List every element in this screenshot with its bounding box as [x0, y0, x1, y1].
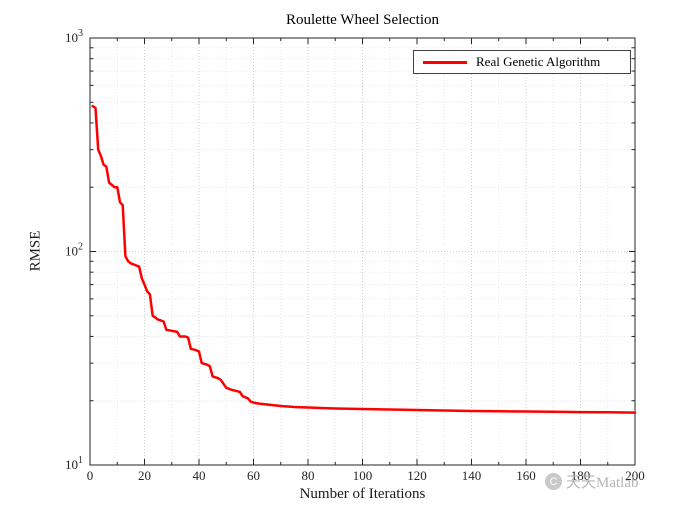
- watermark-logo-icon: C: [545, 473, 562, 490]
- svg-text:103: 103: [65, 28, 83, 45]
- svg-text:0: 0: [87, 468, 94, 483]
- x-tick-labels: 0 20 40 60 80 100 120 140 160 180 200: [87, 468, 645, 483]
- svg-text:80: 80: [302, 468, 315, 483]
- svg-text:102: 102: [65, 242, 83, 259]
- svg-text:60: 60: [247, 468, 260, 483]
- svg-text:180: 180: [571, 468, 591, 483]
- svg-text:160: 160: [516, 468, 536, 483]
- svg-text:120: 120: [407, 468, 427, 483]
- rmse-series-line: [91, 104, 637, 414]
- svg-text:140: 140: [462, 468, 482, 483]
- chart-title: Roulette Wheel Selection: [285, 12, 439, 28]
- legend-line-sample: [423, 60, 467, 64]
- watermark-text: 天天Matlab: [566, 475, 639, 491]
- svg-text:40: 40: [193, 468, 206, 483]
- y-tick-labels: 101 102 103: [65, 28, 83, 472]
- legend-box: Real Genetic Algorithm: [413, 50, 631, 74]
- svg-text:101: 101: [65, 455, 83, 472]
- svg-text:200: 200: [625, 468, 645, 483]
- major-gridlines: [90, 38, 635, 465]
- svg-text:100: 100: [353, 468, 373, 483]
- x-axis-label: Number of Iterations: [299, 486, 426, 502]
- y-axis-label: RMSE: [27, 230, 44, 272]
- tick-marks: [89, 37, 636, 466]
- legend-entry-label: Real Genetic Algorithm: [476, 54, 601, 69]
- svg-text:20: 20: [138, 468, 151, 483]
- watermark: C 天天Matlab: [545, 471, 639, 492]
